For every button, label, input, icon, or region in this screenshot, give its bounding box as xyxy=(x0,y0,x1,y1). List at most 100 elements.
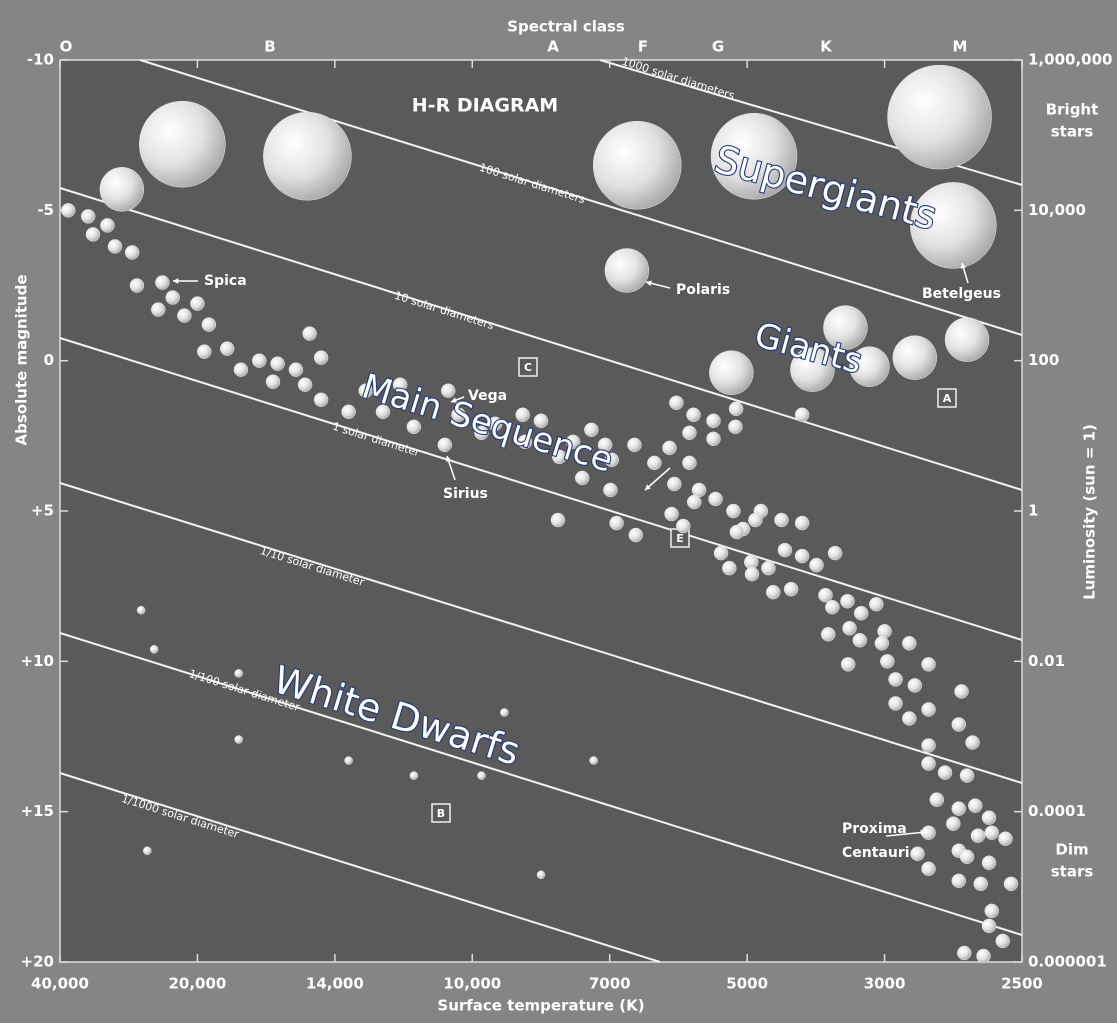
star xyxy=(314,351,328,365)
star xyxy=(647,456,661,470)
star xyxy=(974,877,988,891)
star xyxy=(930,793,944,807)
star xyxy=(982,919,996,933)
star xyxy=(500,708,508,716)
star xyxy=(603,483,617,497)
star xyxy=(945,318,989,362)
spectral-class: G xyxy=(712,38,724,56)
star xyxy=(682,426,696,440)
star xyxy=(662,441,676,455)
star xyxy=(795,516,809,530)
spectral-class: A xyxy=(547,38,559,56)
star xyxy=(795,408,809,422)
y-tick-label: +20 xyxy=(21,953,54,971)
star xyxy=(902,711,916,725)
star xyxy=(893,336,937,380)
star xyxy=(263,112,351,200)
star xyxy=(86,227,100,241)
star xyxy=(166,291,180,305)
star xyxy=(784,582,798,596)
star xyxy=(728,420,742,434)
y2-axis-title: Luminosity (sun = 1) xyxy=(1081,424,1099,600)
star-label: Spica xyxy=(204,273,247,289)
star xyxy=(61,203,75,217)
star xyxy=(960,850,974,864)
top-axis-title: Spectral class xyxy=(507,18,625,36)
star xyxy=(177,309,191,323)
star xyxy=(687,495,701,509)
star xyxy=(151,303,165,317)
star xyxy=(676,519,690,533)
x-tick-label: 10,000 xyxy=(443,975,501,993)
star-label: Centauri xyxy=(842,845,910,861)
star xyxy=(722,561,736,575)
page: Spectral class H-R DIAGRAM Surface tempe… xyxy=(0,0,1117,1023)
star xyxy=(960,769,974,783)
star xyxy=(197,345,211,359)
star xyxy=(155,275,169,289)
star xyxy=(551,513,565,527)
spectral-class: B xyxy=(264,38,275,56)
star xyxy=(795,549,809,563)
region-marker: A xyxy=(943,392,952,405)
star xyxy=(818,588,832,602)
right-note: Dim xyxy=(1055,841,1088,859)
star xyxy=(966,736,980,750)
star xyxy=(952,717,966,731)
star xyxy=(438,438,452,452)
star xyxy=(938,766,952,780)
y2-tick-label: 1 xyxy=(1028,502,1038,520)
star xyxy=(125,245,139,259)
star xyxy=(999,832,1013,846)
y2-tick-label: 0.000001 xyxy=(1028,953,1107,971)
star xyxy=(843,621,857,635)
star xyxy=(821,627,835,641)
star xyxy=(902,636,916,650)
x-tick-label: 5000 xyxy=(726,975,768,993)
y-tick-label: -10 xyxy=(27,51,54,69)
star xyxy=(190,297,204,311)
y2-tick-label: 0.01 xyxy=(1028,652,1065,670)
star xyxy=(410,772,418,780)
star xyxy=(477,772,485,780)
star xyxy=(252,354,266,368)
star xyxy=(853,633,867,647)
star xyxy=(996,934,1010,948)
star xyxy=(665,507,679,521)
y2-tick-label: 10,000 xyxy=(1028,201,1086,219)
star-label: Sirius xyxy=(443,486,488,502)
spectral-class: O xyxy=(60,38,73,56)
star xyxy=(137,606,145,614)
star xyxy=(202,318,216,332)
star xyxy=(139,101,225,187)
star xyxy=(957,946,971,960)
star xyxy=(908,678,922,692)
chart-title: H-R DIAGRAM xyxy=(412,95,558,117)
star xyxy=(627,438,641,452)
star xyxy=(81,209,95,223)
star xyxy=(590,757,598,765)
star xyxy=(593,121,681,209)
star xyxy=(745,567,759,581)
star xyxy=(667,477,681,491)
star xyxy=(235,669,243,677)
y-tick-label: +15 xyxy=(21,802,54,820)
star xyxy=(761,561,775,575)
region-marker: C xyxy=(524,361,532,374)
star xyxy=(235,736,243,744)
star xyxy=(841,657,855,671)
x-tick-label: 40,000 xyxy=(31,975,89,993)
star xyxy=(729,402,743,416)
star xyxy=(730,525,744,539)
star xyxy=(889,672,903,686)
right-note: stars xyxy=(1051,863,1094,881)
right-note: stars xyxy=(1051,123,1094,141)
star xyxy=(108,239,122,253)
x-tick-label: 2500 xyxy=(1001,975,1043,993)
star xyxy=(706,414,720,428)
star xyxy=(810,558,824,572)
star xyxy=(220,342,234,356)
star xyxy=(709,351,753,395)
star xyxy=(298,378,312,392)
star xyxy=(977,949,991,963)
